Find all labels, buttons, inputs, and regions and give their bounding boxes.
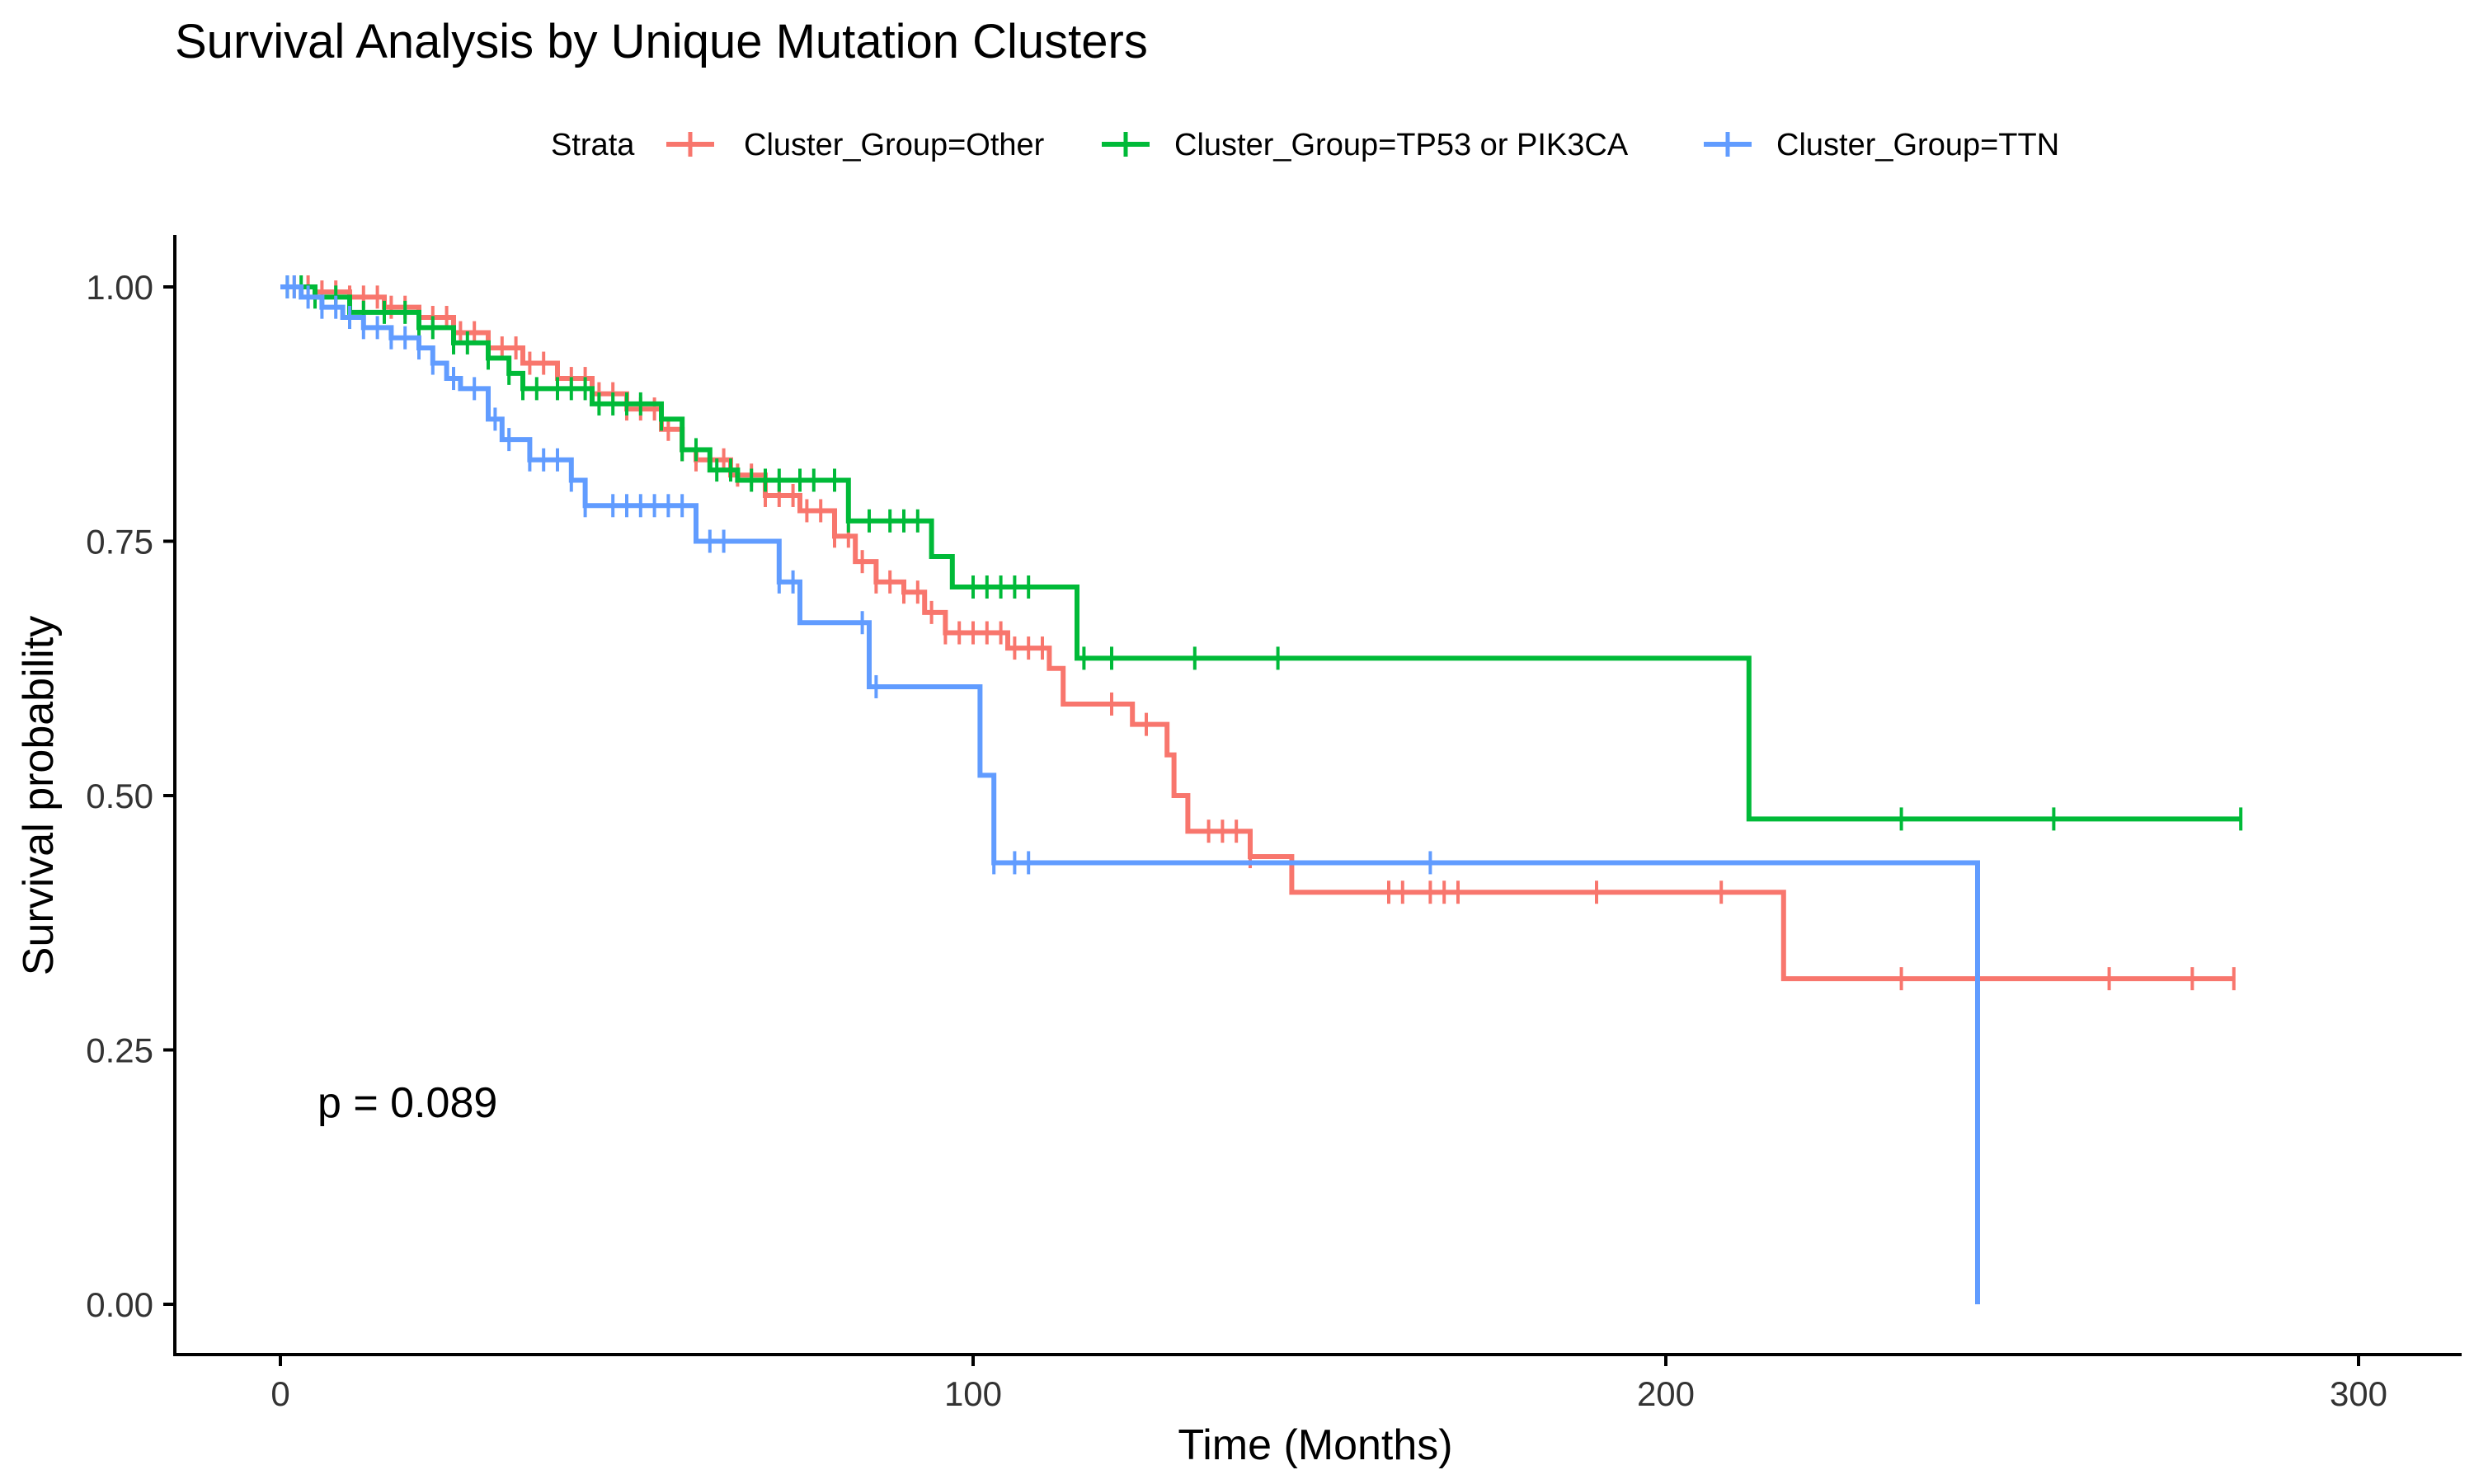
x-axis-title: Time (Months) <box>1178 1421 1452 1469</box>
legend-label-other: Cluster_Group=Other <box>744 128 1045 162</box>
y-tick-label: 0.75 <box>86 523 153 561</box>
y-tick-label: 1.00 <box>86 268 153 307</box>
plot-area <box>280 275 2243 1304</box>
legend-item-tp53-pik3ca[interactable]: Cluster_Group=TP53 or PIK3CA <box>1102 128 1629 162</box>
legend-item-ttn[interactable]: Cluster_Group=TTN <box>1704 128 2059 162</box>
y-tick-label: 0.25 <box>86 1031 153 1070</box>
survival-line-tp53-pik3ca <box>280 284 2241 822</box>
x-tick-label: 200 <box>1637 1374 1695 1413</box>
y-tick-label: 0.50 <box>86 777 153 815</box>
x-ticks: 0 100 200 300 <box>270 1355 2387 1413</box>
chart-title: Survival Analysis by Unique Mutation Clu… <box>175 15 1148 68</box>
x-tick-label: 300 <box>2330 1374 2387 1413</box>
y-ticks: 0.00 0.25 0.50 0.75 1.00 <box>86 268 175 1324</box>
legend: Strata Cluster_Group=Other Cluster_Group… <box>551 128 2059 162</box>
legend-item-other[interactable]: Cluster_Group=Other <box>666 128 1045 162</box>
survival-line-ttn <box>280 284 1980 1304</box>
y-axis-title: Survival probability <box>15 616 63 975</box>
y-tick-label: 0.00 <box>86 1285 153 1324</box>
x-tick-label: 0 <box>270 1374 289 1413</box>
legend-label-tp53-pik3ca: Cluster_Group=TP53 or PIK3CA <box>1174 128 1629 162</box>
x-tick-label: 100 <box>944 1374 1002 1413</box>
axes <box>173 235 2462 1356</box>
legend-title: Strata <box>551 128 635 162</box>
legend-label-ttn: Cluster_Group=TTN <box>1776 128 2059 162</box>
survival-line-other <box>280 284 2234 982</box>
p-value-annotation: p = 0.089 <box>317 1079 497 1127</box>
